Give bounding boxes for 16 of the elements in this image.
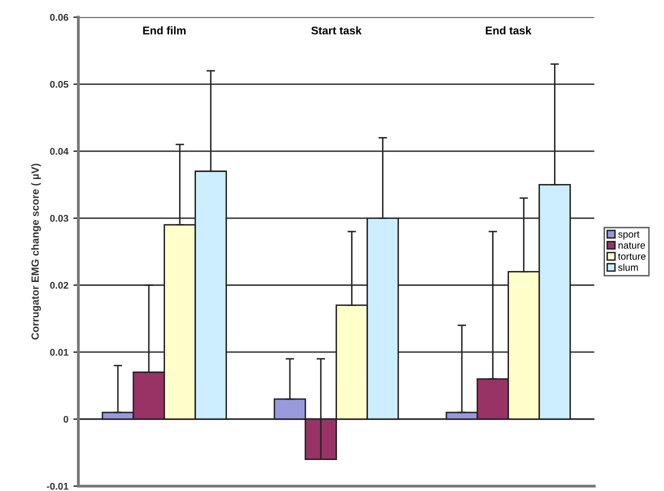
legend-label: nature: [618, 242, 646, 249]
x-tick-label: End task: [486, 26, 532, 34]
y-tick-label: 0.04: [50, 148, 69, 155]
x-tick-label: Start task: [311, 26, 362, 34]
y-tick-label: 0.03: [50, 214, 68, 222]
x-tick-label: End film: [143, 26, 186, 34]
legend-label: slum: [618, 264, 638, 271]
y-tick-label: 0: [64, 416, 68, 423]
y-tick-label: 0.01: [50, 348, 68, 356]
y-tick-label: 0.05: [50, 80, 68, 88]
legend-label: sport: [618, 231, 640, 240]
y-tick-label: 0.06: [50, 14, 68, 21]
y-axis-title: Corrugator EMG change score ( µV): [31, 164, 41, 340]
y-tick-label: 0.02: [50, 282, 68, 289]
y-tick-label: -0.01: [46, 482, 68, 490]
legend-label: torture: [618, 253, 646, 260]
